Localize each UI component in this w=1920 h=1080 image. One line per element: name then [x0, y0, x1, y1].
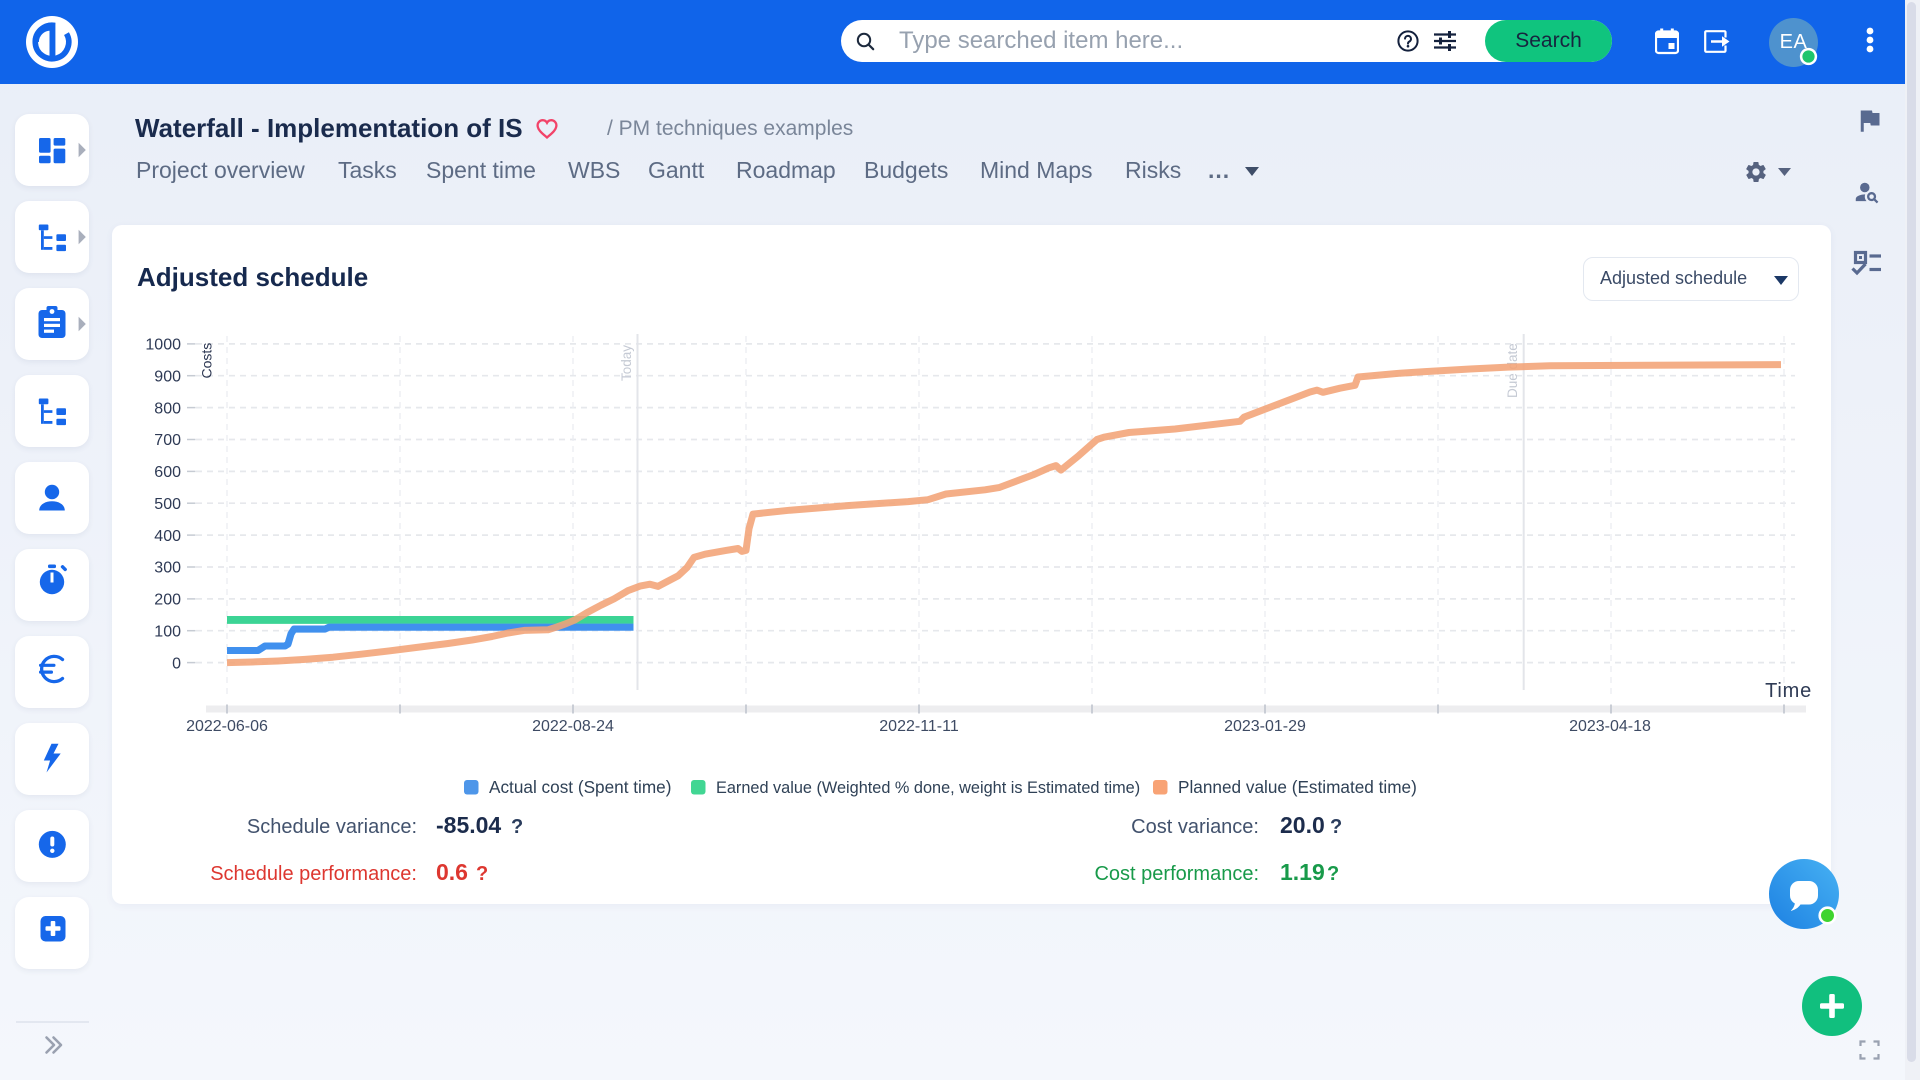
- svg-text:1.19: 1.19: [1280, 859, 1325, 885]
- svg-text:2022-06-06: 2022-06-06: [186, 718, 268, 735]
- svg-text:Cost performance:: Cost performance:: [1094, 863, 1259, 885]
- svg-text:Schedule variance:: Schedule variance:: [247, 816, 417, 838]
- svg-text:Schedule performance:: Schedule performance:: [210, 863, 417, 885]
- svg-text:Planned value (Estimated time): Planned value (Estimated time): [1178, 777, 1417, 797]
- svg-text:700: 700: [154, 432, 181, 449]
- svg-text:200: 200: [154, 592, 181, 609]
- svg-text:400: 400: [154, 528, 181, 545]
- svg-text:800: 800: [154, 400, 181, 417]
- svg-text:?: ?: [511, 816, 523, 838]
- svg-text:0.6: 0.6: [436, 859, 468, 885]
- svg-text:Actual cost (Spent time): Actual cost (Spent time): [489, 777, 671, 797]
- svg-text:?: ?: [1330, 816, 1342, 838]
- svg-text:Costs: Costs: [199, 343, 215, 379]
- svg-text:?: ?: [1327, 863, 1339, 885]
- svg-text:1000: 1000: [145, 337, 181, 354]
- svg-text:Earned value (Weighted % done,: Earned value (Weighted % done, weight is…: [716, 779, 1140, 797]
- svg-text:2022-08-24: 2022-08-24: [532, 718, 614, 735]
- svg-text:900: 900: [154, 368, 181, 385]
- svg-text:500: 500: [154, 496, 181, 513]
- svg-text:Due date: Due date: [1505, 343, 1520, 398]
- svg-text:Time: Time: [1765, 680, 1812, 702]
- svg-text:-85.04: -85.04: [436, 812, 501, 838]
- svg-text:Today: Today: [619, 345, 634, 381]
- svg-text:100: 100: [154, 623, 181, 640]
- svg-text:Cost variance:: Cost variance:: [1131, 816, 1259, 838]
- svg-text:20.0: 20.0: [1280, 812, 1325, 838]
- svg-text:2023-01-29: 2023-01-29: [1224, 718, 1306, 735]
- svg-text:600: 600: [154, 464, 181, 481]
- svg-text:2022-11-11: 2022-11-11: [879, 718, 959, 735]
- svg-text:0: 0: [172, 655, 181, 672]
- svg-text:2023-04-18: 2023-04-18: [1569, 718, 1651, 735]
- svg-text:?: ?: [476, 863, 488, 885]
- svg-text:300: 300: [154, 560, 181, 577]
